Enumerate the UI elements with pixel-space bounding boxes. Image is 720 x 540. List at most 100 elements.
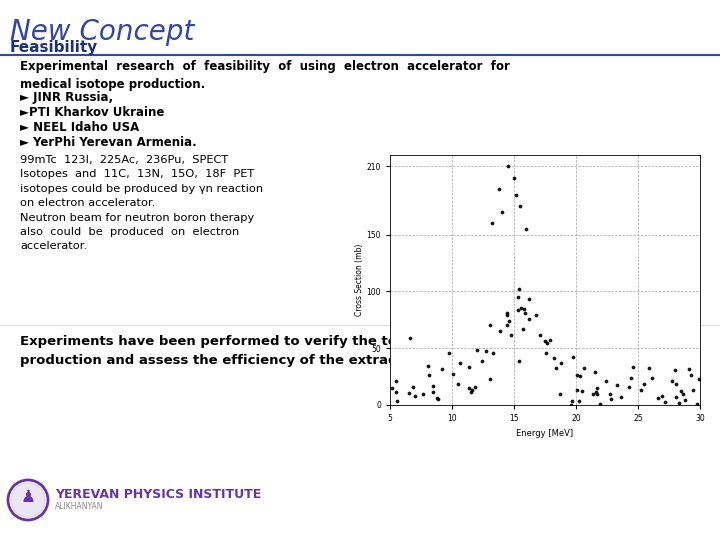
Point <box>428 381 439 390</box>
Point <box>572 371 583 380</box>
Point <box>390 376 402 385</box>
X-axis label: Energy [MeV]: Energy [MeV] <box>516 429 574 437</box>
Point <box>404 333 415 342</box>
Point <box>566 397 577 406</box>
Point <box>402 388 414 397</box>
Point <box>516 304 527 313</box>
Point <box>539 337 550 346</box>
Point <box>444 349 455 357</box>
Point <box>587 390 598 399</box>
Point <box>589 368 600 376</box>
Point <box>436 364 448 373</box>
Point <box>447 369 459 378</box>
Point <box>480 347 492 355</box>
Point <box>428 388 439 396</box>
Point <box>534 330 546 339</box>
Text: New Concept: New Concept <box>10 18 194 46</box>
Point <box>510 191 522 199</box>
Point <box>591 390 603 399</box>
Point <box>611 381 623 389</box>
Point <box>484 374 495 383</box>
Point <box>409 392 420 400</box>
Point <box>471 346 482 354</box>
Text: ► YerPhi Yerevan Armenia.: ► YerPhi Yerevan Armenia. <box>20 136 197 149</box>
Point <box>544 335 556 344</box>
Point <box>513 285 525 294</box>
Point <box>501 320 513 329</box>
Point <box>485 321 496 329</box>
Point <box>550 363 562 372</box>
Point <box>508 173 520 182</box>
Point <box>477 356 488 365</box>
Point <box>693 375 705 383</box>
Text: Experimental  research  of  feasibility  of  using  electron  accelerator  for
m: Experimental research of feasibility of … <box>20 60 510 91</box>
Point <box>687 386 698 394</box>
Point <box>418 390 429 399</box>
Point <box>653 394 665 402</box>
Point <box>519 309 531 318</box>
Circle shape <box>11 483 45 517</box>
Point <box>575 372 586 380</box>
Point <box>679 396 690 404</box>
Point <box>502 162 513 171</box>
Point <box>595 400 606 408</box>
Text: YEREVAN PHYSICS INSTITUTE: YEREVAN PHYSICS INSTITUTE <box>55 488 261 501</box>
Point <box>515 202 526 211</box>
Point <box>523 295 534 304</box>
Point <box>683 364 695 373</box>
Point <box>391 396 402 405</box>
Point <box>624 383 635 391</box>
Point <box>463 362 474 371</box>
Point <box>548 354 559 363</box>
Point <box>465 388 477 396</box>
Point <box>615 393 626 401</box>
Text: ►PTI Kharkov Ukraine: ►PTI Kharkov Ukraine <box>20 106 164 119</box>
Point <box>555 358 567 367</box>
Point <box>423 361 434 370</box>
Point <box>512 293 523 301</box>
Text: Experiments have been performed to verify the technical feasibility of the
produ: Experiments have been performed to verif… <box>20 335 577 367</box>
Point <box>685 371 697 380</box>
Point <box>639 380 650 388</box>
Point <box>573 396 585 405</box>
Point <box>503 317 515 326</box>
Point <box>578 364 590 373</box>
Point <box>431 394 443 403</box>
Point <box>646 374 657 382</box>
Point <box>502 310 513 319</box>
Point <box>387 383 398 392</box>
Point <box>518 305 529 313</box>
Point <box>605 394 616 403</box>
Point <box>678 389 689 398</box>
Point <box>691 400 703 408</box>
Point <box>635 386 647 395</box>
Point <box>669 366 680 375</box>
Point <box>408 382 419 391</box>
Point <box>644 364 655 373</box>
Point <box>463 383 474 392</box>
Point <box>487 349 499 357</box>
Point <box>666 377 678 386</box>
Point <box>512 306 523 314</box>
Point <box>660 398 671 407</box>
Point <box>670 393 682 402</box>
Point <box>625 374 636 382</box>
Text: ♟: ♟ <box>21 488 35 506</box>
Point <box>590 388 602 397</box>
Point <box>523 315 534 323</box>
Point <box>423 370 435 379</box>
Point <box>486 219 498 227</box>
Point <box>564 401 576 409</box>
Point <box>513 357 524 366</box>
Point <box>576 387 588 395</box>
Point <box>571 386 582 394</box>
Point <box>657 392 668 400</box>
Point <box>502 308 513 317</box>
Point <box>673 398 685 407</box>
Text: ► NEEL Idaho USA: ► NEEL Idaho USA <box>20 121 139 134</box>
Point <box>591 384 603 393</box>
Point <box>554 390 566 399</box>
Point <box>567 353 578 361</box>
Text: Feasibility: Feasibility <box>10 40 98 55</box>
Y-axis label: Cross Section (mb): Cross Section (mb) <box>355 244 364 316</box>
